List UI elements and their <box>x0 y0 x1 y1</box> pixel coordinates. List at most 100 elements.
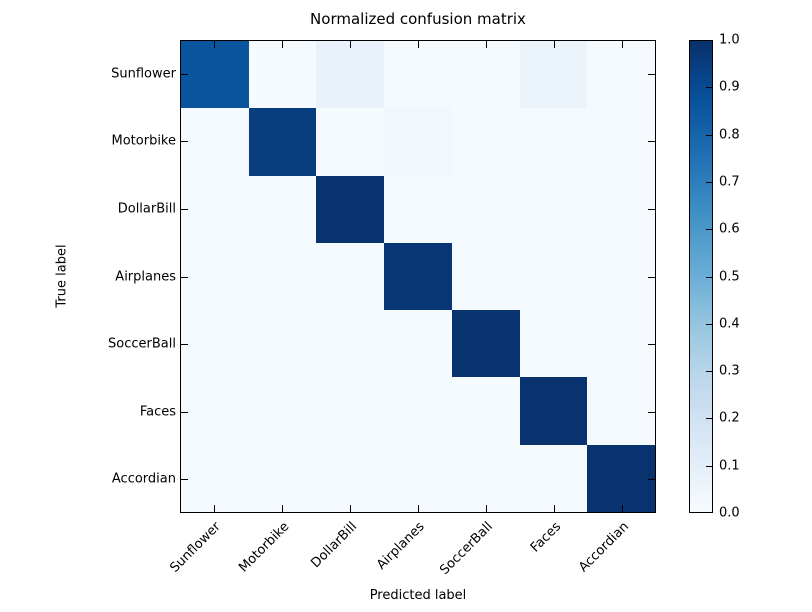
heatmap-cell-Accordian-SoccerBall <box>451 444 520 512</box>
x-tick-mark <box>282 41 283 48</box>
heatmap-cell-Airplanes-Faces <box>519 242 588 311</box>
heatmap-cell-DollarBill-Faces <box>519 175 588 243</box>
colorbar-tick-mark <box>706 418 712 420</box>
heatmap-cell-Motorbike-Airplanes <box>384 108 452 176</box>
heatmap-cell-SoccerBall-Faces <box>519 310 588 378</box>
colorbar-tick-label: 0.4 <box>719 316 740 332</box>
colorbar-tick-mark <box>706 181 712 183</box>
x-tick-mark <box>554 41 555 48</box>
colorbar-tick-label: 1.0 <box>719 32 740 48</box>
x-tick-mark <box>350 505 351 512</box>
colorbar-tick-label: 0.8 <box>719 127 740 143</box>
heatmap-cell-Motorbike-Faces <box>519 108 588 176</box>
heatmap-cell-Faces-DollarBill <box>316 377 385 445</box>
y-tick-mark <box>648 141 655 143</box>
colorbar-tick-mark <box>706 276 712 278</box>
y-tick-label: Motorbike <box>111 133 177 149</box>
x-tick-label: SoccerBall <box>437 519 496 578</box>
x-tick-mark <box>214 505 215 512</box>
x-tick-mark <box>282 505 283 512</box>
y-tick-label: Accordian <box>111 471 176 487</box>
heatmap-cell-SoccerBall-Accordian <box>587 310 655 378</box>
y-tick-mark <box>181 411 188 413</box>
y-tick-label: Sunflower <box>111 66 176 82</box>
x-tick-mark <box>622 505 623 512</box>
x-tick-mark <box>622 41 623 48</box>
heatmap-cell-DollarBill-Accordian <box>587 175 655 243</box>
heatmap-cell-Motorbike-DollarBill <box>316 108 385 176</box>
heatmap-cell-Faces-Accordian <box>587 377 655 445</box>
x-tick-label: Accordian <box>575 519 632 576</box>
y-tick-mark <box>181 276 188 278</box>
x-tick-label: Motorbike <box>235 519 292 576</box>
heatmap-cell-DollarBill-DollarBill <box>316 175 385 243</box>
heatmap-cell-Sunflower-SoccerBall <box>451 41 520 109</box>
heatmap-cell-Faces-SoccerBall <box>451 377 520 445</box>
heatmap-cell-Sunflower-Airplanes <box>384 41 452 109</box>
y-tick-mark <box>648 73 655 75</box>
heatmap-cell-Airplanes-Sunflower <box>181 242 249 311</box>
colorbar-tick-label: 0.5 <box>719 269 740 284</box>
y-tick-mark <box>648 208 655 210</box>
colorbar-tick-label: 0.0 <box>719 505 740 521</box>
heatmap-cell-Sunflower-Sunflower <box>181 41 249 109</box>
heatmap-cell-Accordian-Motorbike <box>248 444 317 512</box>
x-tick-mark <box>486 41 487 48</box>
colorbar-tick-label: 0.3 <box>719 363 740 379</box>
heatmap-cell-DollarBill-Airplanes <box>384 175 452 243</box>
colorbar-tick-mark <box>706 371 712 373</box>
x-tick-label: DollarBill <box>308 519 360 572</box>
y-tick-mark <box>181 141 188 143</box>
x-tick-mark <box>554 505 555 512</box>
y-tick-mark <box>648 479 655 481</box>
heatmap-cell-Accordian-Airplanes <box>384 444 452 512</box>
y-tick-mark <box>648 344 655 346</box>
x-tick-label: Sunflower <box>167 519 224 576</box>
heatmap-cell-Accordian-Accordian <box>587 444 655 512</box>
y-tick-label: Airplanes <box>115 269 176 284</box>
x-tick-mark <box>214 41 215 48</box>
y-tick-mark <box>181 73 188 75</box>
colorbar-tick-label: 0.6 <box>719 221 740 237</box>
heatmap-cell-Airplanes-DollarBill <box>316 242 385 311</box>
chart-title: Normalized confusion matrix <box>310 10 526 28</box>
colorbar-tick-mark <box>706 465 712 467</box>
heatmap-cell-Faces-Faces <box>519 377 588 445</box>
heatmap-cell-Motorbike-SoccerBall <box>451 108 520 176</box>
colorbar-tick-label: 0.2 <box>719 410 740 426</box>
y-tick-mark <box>181 344 188 346</box>
heatmap-cell-Accordian-Sunflower <box>181 444 249 512</box>
heatmap-cell-Motorbike-Accordian <box>587 108 655 176</box>
colorbar-tick-mark <box>706 323 712 325</box>
heatmap-cell-DollarBill-Sunflower <box>181 175 249 243</box>
y-tick-mark <box>648 276 655 278</box>
heatmap-cell-Faces-Airplanes <box>384 377 452 445</box>
x-tick-mark <box>486 505 487 512</box>
heatmap-cell-Sunflower-DollarBill <box>316 41 385 109</box>
colorbar-tick-mark <box>706 87 712 89</box>
y-tick-mark <box>181 208 188 210</box>
y-tick-mark <box>648 411 655 413</box>
heatmap-cell-Sunflower-Faces <box>519 41 588 109</box>
heatmap-cell-Motorbike-Motorbike <box>248 108 317 176</box>
x-axis-label: Predicted label <box>369 588 467 603</box>
x-tick-mark <box>418 505 419 512</box>
x-tick-mark <box>350 41 351 48</box>
x-tick-label: Airplanes <box>374 519 428 573</box>
colorbar-tick-mark <box>706 229 712 231</box>
heatmap-cell-Faces-Motorbike <box>248 377 317 445</box>
y-axis-label: True label <box>54 244 70 308</box>
x-tick-mark <box>418 41 419 48</box>
heatmap-cell-Accordian-Faces <box>519 444 588 512</box>
y-tick-label: Faces <box>139 404 176 420</box>
heatmap-cell-Sunflower-Accordian <box>587 41 655 109</box>
heatmap-cell-DollarBill-Motorbike <box>248 175 317 243</box>
colorbar-tick-label: 0.7 <box>719 174 740 190</box>
heatmap-cell-Motorbike-Sunflower <box>181 108 249 176</box>
heatmap-cell-SoccerBall-Sunflower <box>181 310 249 378</box>
heatmap-cell-DollarBill-SoccerBall <box>451 175 520 243</box>
colorbar-tick-label: 0.1 <box>719 458 740 474</box>
heatmap-cell-Airplanes-Accordian <box>587 242 655 311</box>
heatmap-cell-SoccerBall-DollarBill <box>316 310 385 378</box>
